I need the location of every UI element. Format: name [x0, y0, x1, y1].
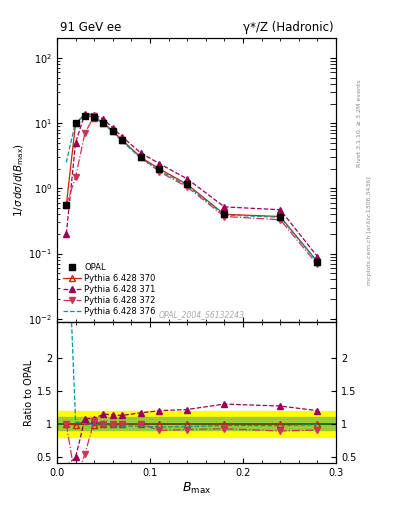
- Pythia 6.428 372: [83, 130, 87, 136]
- Y-axis label: Ratio to OPAL: Ratio to OPAL: [24, 359, 34, 425]
- Pythia 6.428 371: [315, 253, 320, 260]
- Pythia 6.428 372: [120, 137, 125, 143]
- Text: mcplots.cern.ch [arXiv:1306.3436]: mcplots.cern.ch [arXiv:1306.3436]: [367, 176, 372, 285]
- X-axis label: $B_\mathrm{max}$: $B_\mathrm{max}$: [182, 481, 211, 496]
- Pythia 6.428 370: [278, 214, 283, 220]
- Pythia 6.428 370: [138, 154, 143, 160]
- Pythia 6.428 376: [138, 155, 143, 161]
- Pythia 6.428 372: [222, 214, 227, 220]
- Pythia 6.428 372: [315, 262, 320, 268]
- Pythia 6.428 372: [92, 113, 97, 119]
- Pythia 6.428 370: [222, 211, 227, 218]
- Pythia 6.428 372: [138, 154, 143, 160]
- Pythia 6.428 371: [157, 161, 162, 167]
- Pythia 6.428 371: [120, 134, 125, 140]
- Pythia 6.428 370: [64, 202, 69, 208]
- Pythia 6.428 372: [64, 202, 69, 208]
- Pythia 6.428 376: [73, 119, 78, 125]
- Text: 91 GeV ee: 91 GeV ee: [60, 21, 121, 34]
- Pythia 6.428 371: [110, 125, 115, 131]
- Pythia 6.428 376: [110, 129, 115, 135]
- Pythia 6.428 376: [315, 259, 320, 265]
- Pythia 6.428 370: [110, 129, 115, 135]
- Pythia 6.428 370: [92, 115, 97, 121]
- Bar: [57, 411, 336, 437]
- Pythia 6.428 370: [120, 137, 125, 143]
- Text: Rivet 3.1.10, ≥ 3.2M events: Rivet 3.1.10, ≥ 3.2M events: [357, 79, 362, 167]
- Pythia 6.428 376: [157, 167, 162, 173]
- Pythia 6.428 376: [64, 159, 69, 165]
- Pythia 6.428 371: [64, 231, 69, 237]
- Line: Pythia 6.428 370: Pythia 6.428 370: [64, 112, 320, 265]
- Pythia 6.428 370: [185, 181, 189, 187]
- Pythia 6.428 370: [83, 112, 87, 118]
- Pythia 6.428 372: [185, 184, 189, 190]
- Pythia 6.428 372: [73, 174, 78, 180]
- Pythia 6.428 372: [157, 168, 162, 175]
- Pythia 6.428 371: [83, 111, 87, 117]
- Pythia 6.428 371: [101, 116, 106, 122]
- Pythia 6.428 376: [101, 121, 106, 127]
- Pythia 6.428 371: [278, 207, 283, 213]
- Line: Pythia 6.428 371: Pythia 6.428 371: [64, 111, 320, 259]
- Y-axis label: $1/\sigma\,d\sigma/d(B_\mathrm{max})$: $1/\sigma\,d\sigma/d(B_\mathrm{max})$: [12, 143, 26, 217]
- Pythia 6.428 376: [92, 114, 97, 120]
- Pythia 6.428 370: [101, 120, 106, 126]
- Bar: [57, 417, 336, 431]
- Pythia 6.428 372: [278, 217, 283, 223]
- Pythia 6.428 376: [185, 183, 189, 189]
- Pythia 6.428 371: [73, 140, 78, 146]
- Pythia 6.428 370: [73, 120, 78, 126]
- Text: OPAL_2004_S6132243: OPAL_2004_S6132243: [159, 310, 245, 319]
- Text: γ*/Z (Hadronic): γ*/Z (Hadronic): [242, 21, 333, 34]
- Pythia 6.428 376: [222, 212, 227, 218]
- Pythia 6.428 372: [101, 120, 106, 126]
- Pythia 6.428 371: [138, 150, 143, 156]
- Pythia 6.428 371: [185, 176, 189, 182]
- Pythia 6.428 376: [278, 214, 283, 220]
- Pythia 6.428 370: [315, 259, 320, 265]
- Legend: OPAL, Pythia 6.428 370, Pythia 6.428 371, Pythia 6.428 372, Pythia 6.428 376: OPAL, Pythia 6.428 370, Pythia 6.428 371…: [61, 261, 158, 317]
- Line: Pythia 6.428 376: Pythia 6.428 376: [66, 116, 318, 262]
- Pythia 6.428 370: [157, 166, 162, 172]
- Pythia 6.428 372: [110, 129, 115, 135]
- Pythia 6.428 376: [120, 138, 125, 144]
- Line: Pythia 6.428 372: Pythia 6.428 372: [64, 113, 320, 267]
- Pythia 6.428 371: [222, 204, 227, 210]
- Pythia 6.428 376: [83, 113, 87, 119]
- Pythia 6.428 371: [92, 112, 97, 118]
